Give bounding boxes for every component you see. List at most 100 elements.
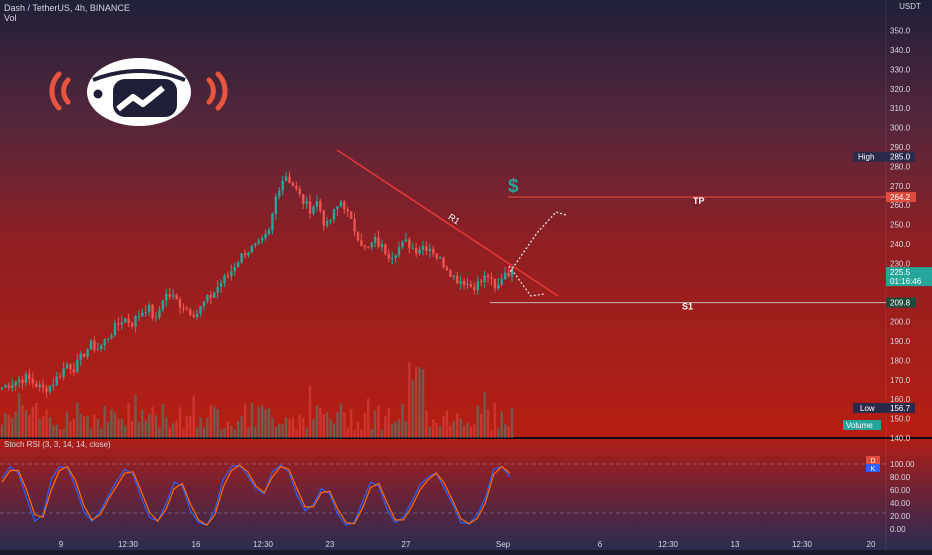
candle-body bbox=[483, 275, 486, 282]
candle-body bbox=[469, 284, 473, 288]
candle-body bbox=[507, 272, 510, 277]
candle-body bbox=[260, 238, 264, 241]
candle-body bbox=[288, 176, 291, 183]
candle-body bbox=[384, 244, 387, 254]
candle-body bbox=[45, 387, 48, 392]
volume-bar bbox=[380, 429, 384, 438]
volume-bar bbox=[418, 367, 421, 438]
volume-bar bbox=[308, 385, 312, 438]
price-tick-label: 330.0 bbox=[890, 65, 911, 74]
price-tick-label: 230.0 bbox=[890, 259, 911, 268]
candle-body bbox=[147, 304, 151, 313]
time-axis[interactable]: 9 12:30 16 12:30 23 27 Sep 6 12:30 13 12:30 20 bbox=[59, 540, 876, 549]
candle-body bbox=[17, 379, 21, 382]
rsi-axis[interactable]: 100.00 80.00 60.00 40.00 20.00 0.00 bbox=[890, 460, 915, 534]
volume-bar bbox=[151, 406, 154, 438]
volume-bar bbox=[110, 409, 113, 438]
low-badge-label: Low bbox=[860, 404, 875, 413]
price-tick-label: 340.0 bbox=[890, 46, 911, 55]
projection-down-path[interactable] bbox=[508, 265, 545, 297]
volume-bar bbox=[493, 402, 497, 438]
candle-body bbox=[315, 201, 319, 207]
price-tick-label: 200.0 bbox=[890, 318, 911, 327]
candle-body bbox=[363, 245, 367, 247]
candle-body bbox=[21, 379, 24, 383]
logo-robot-icon bbox=[49, 58, 228, 126]
candle-body bbox=[161, 300, 165, 310]
time-tick-label: 12:30 bbox=[253, 540, 274, 549]
candle-body bbox=[476, 281, 479, 291]
volume-bar bbox=[397, 419, 401, 438]
time-tick-label: 12:30 bbox=[118, 540, 139, 549]
s1-badge-value: 209.8 bbox=[890, 299, 911, 308]
candle-body bbox=[171, 294, 175, 297]
r1-trendline[interactable] bbox=[336, 149, 559, 297]
volume-bar bbox=[141, 410, 144, 438]
candle-body bbox=[72, 369, 76, 373]
candle-body bbox=[223, 275, 226, 283]
candle-body bbox=[199, 305, 202, 314]
candle-body bbox=[168, 294, 171, 297]
candle-body bbox=[298, 188, 301, 195]
candle-body bbox=[62, 368, 65, 378]
price-tick-label: 300.0 bbox=[890, 124, 911, 133]
volume-bar bbox=[82, 416, 86, 438]
price-tick-label: 180.0 bbox=[890, 356, 911, 365]
candle-body bbox=[462, 281, 466, 286]
volume-bar bbox=[428, 426, 432, 438]
tp-badge-value: 264.2 bbox=[890, 193, 911, 202]
volume-bar bbox=[7, 414, 11, 438]
volume-bar bbox=[65, 411, 69, 438]
projection-up-path[interactable] bbox=[509, 211, 567, 273]
d-marker-bg bbox=[866, 456, 880, 464]
volume-bar bbox=[216, 408, 219, 438]
candle-body bbox=[329, 219, 332, 222]
volume-bar bbox=[48, 416, 52, 438]
candle-body bbox=[182, 307, 185, 310]
volume-bar bbox=[497, 428, 500, 438]
volume-bar bbox=[103, 406, 106, 438]
volume-bar bbox=[479, 413, 483, 438]
volume-bar bbox=[312, 419, 315, 438]
volume-bar bbox=[346, 427, 349, 438]
volume-bar bbox=[291, 417, 295, 438]
volume-bar bbox=[41, 415, 45, 438]
candle-body bbox=[360, 240, 363, 246]
rsi-tick-label: 40.00 bbox=[890, 499, 911, 508]
volume-bar bbox=[199, 417, 202, 438]
volume-bar bbox=[507, 426, 510, 438]
candle-body bbox=[82, 353, 86, 357]
candle-body bbox=[346, 209, 349, 212]
k-marker: K bbox=[871, 466, 876, 473]
volume-bar bbox=[325, 412, 329, 438]
price-unit: USDT bbox=[899, 2, 921, 11]
volume-bar bbox=[4, 413, 7, 438]
candle-body bbox=[312, 206, 315, 214]
candle-body bbox=[401, 241, 404, 248]
candle-body bbox=[110, 335, 113, 339]
volume-bar bbox=[113, 412, 117, 438]
volume-bar bbox=[250, 402, 254, 438]
candle-body bbox=[267, 230, 271, 235]
candle-body bbox=[216, 287, 219, 293]
volume-bar bbox=[93, 414, 96, 438]
price-tick-label: 240.0 bbox=[890, 240, 911, 249]
volume-bar bbox=[14, 411, 17, 438]
current-price-badge: 225.5 01:16:46 bbox=[886, 267, 932, 287]
volume-bar bbox=[445, 410, 449, 438]
volume-bar bbox=[137, 422, 141, 438]
volume-bar bbox=[182, 428, 185, 438]
k-marker-bg bbox=[866, 464, 880, 472]
volume-bar bbox=[89, 428, 93, 438]
time-tick-label: 27 bbox=[402, 540, 411, 549]
volume-bar bbox=[233, 429, 236, 438]
price-tick-label: 280.0 bbox=[890, 162, 911, 171]
volume-bar bbox=[274, 427, 278, 438]
volume-bar bbox=[247, 427, 250, 438]
volume-bar bbox=[322, 413, 325, 438]
candle-body bbox=[254, 243, 257, 246]
volume-bar bbox=[17, 393, 21, 438]
candle-body bbox=[264, 234, 267, 239]
